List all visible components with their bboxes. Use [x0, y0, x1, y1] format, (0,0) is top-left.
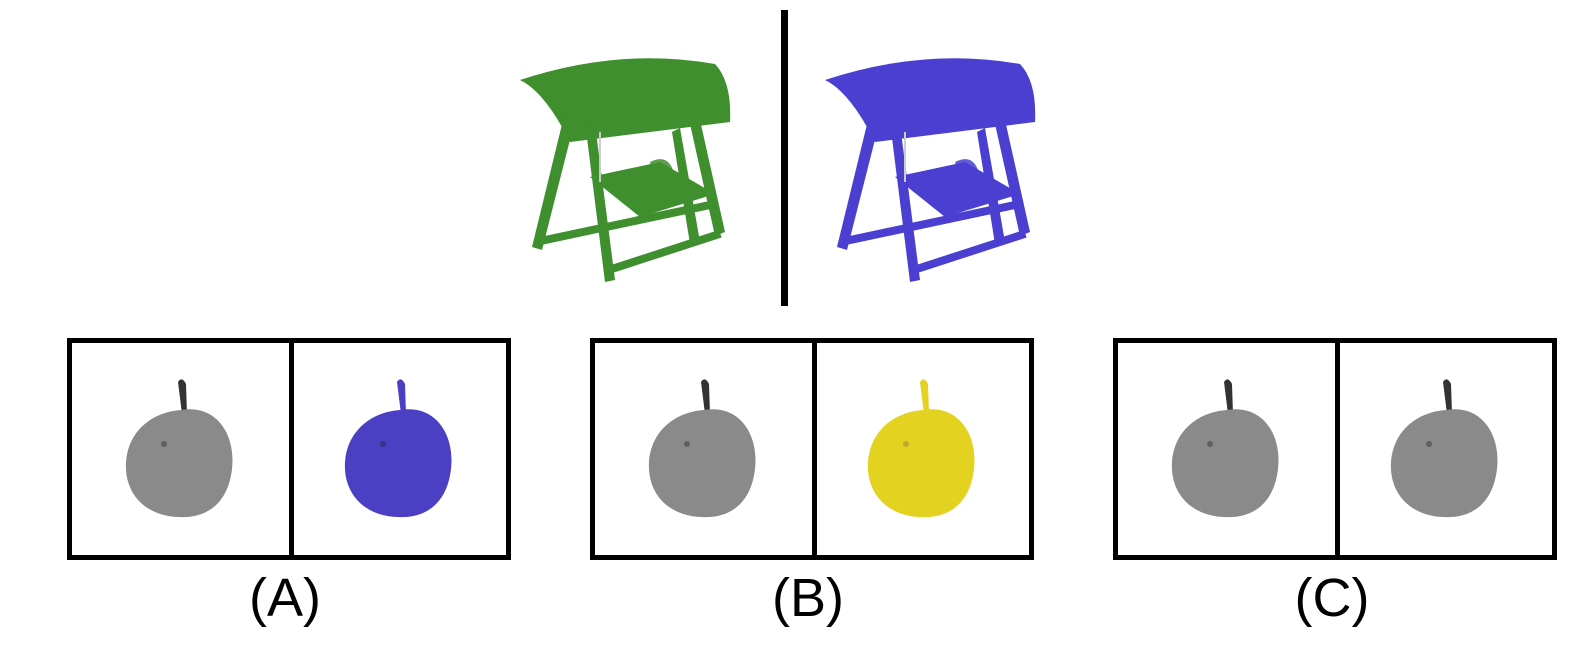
- option-c-left: [1118, 343, 1335, 555]
- pear-icon: [867, 379, 975, 518]
- swing-chair-icon: [825, 58, 1036, 282]
- option-b-left: [595, 343, 812, 555]
- pear-icon: [344, 379, 452, 518]
- option-a-divider: [289, 343, 294, 555]
- prompt-left-swing-chair: [510, 52, 740, 292]
- option-c-divider: [1335, 343, 1340, 555]
- option-a-right: [294, 343, 506, 555]
- prompt-right-swing-chair: [815, 52, 1045, 292]
- option-b-right: [817, 343, 1029, 555]
- option-c[interactable]: [1113, 338, 1557, 560]
- option-a[interactable]: [67, 338, 511, 560]
- option-c-label: (C): [1294, 568, 1370, 628]
- option-a-left: [72, 343, 289, 555]
- pair-divider: [781, 10, 788, 306]
- option-a-label: (A): [249, 568, 321, 628]
- option-b[interactable]: [590, 338, 1034, 560]
- swing-chair-icon: [520, 58, 731, 282]
- pear-icon: [648, 379, 756, 518]
- option-b-label: (B): [772, 568, 844, 628]
- pear-icon: [1390, 379, 1498, 518]
- option-b-divider: [812, 343, 817, 555]
- pear-icon: [1171, 379, 1279, 518]
- option-c-right: [1340, 343, 1552, 555]
- pear-icon: [125, 379, 233, 518]
